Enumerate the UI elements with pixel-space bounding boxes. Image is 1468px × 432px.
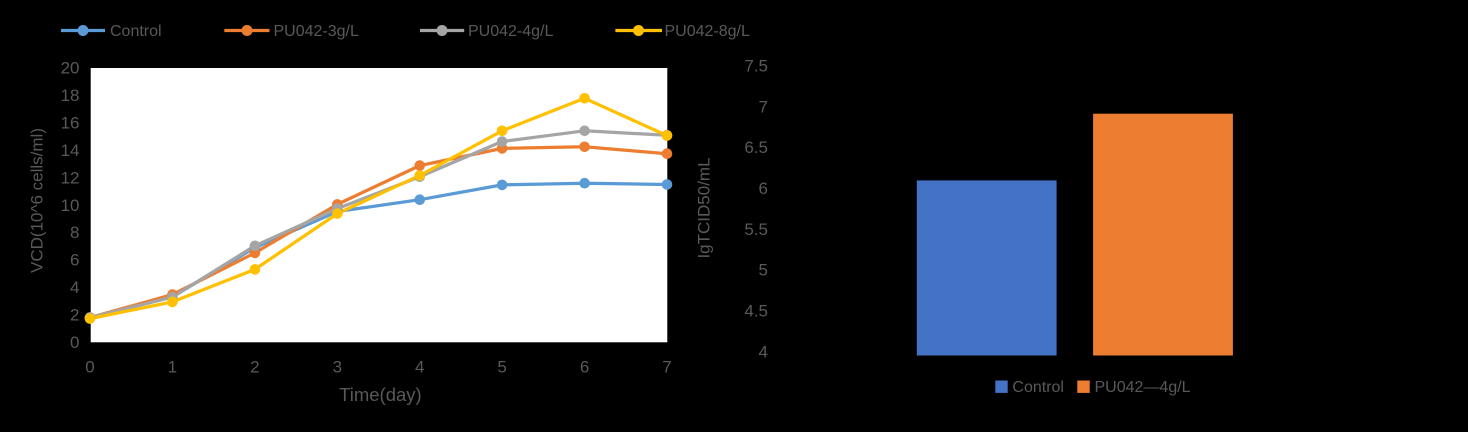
svg-text:5: 5 — [497, 358, 506, 377]
svg-text:VCD(10^6 cells/ml): VCD(10^6 cells/ml) — [28, 128, 47, 273]
svg-text:7.5: 7.5 — [744, 57, 768, 76]
svg-text:20: 20 — [61, 59, 80, 78]
svg-text:12: 12 — [61, 168, 80, 187]
svg-text:3: 3 — [333, 358, 342, 377]
svg-text:18: 18 — [61, 86, 80, 105]
svg-text:2: 2 — [250, 358, 259, 377]
svg-text:1: 1 — [168, 358, 177, 377]
svg-text:6: 6 — [70, 251, 79, 270]
svg-text:PU042-4g/L: PU042-4g/L — [468, 23, 553, 40]
svg-text:10: 10 — [61, 196, 80, 215]
svg-text:PU042-3g/L: PU042-3g/L — [274, 23, 359, 40]
svg-text:6: 6 — [580, 358, 589, 377]
svg-text:6.5: 6.5 — [744, 138, 768, 157]
svg-text:4: 4 — [759, 342, 768, 361]
svg-text:5.5: 5.5 — [744, 220, 768, 239]
svg-text:Time(day): Time(day) — [339, 384, 422, 405]
svg-text:0: 0 — [85, 358, 94, 377]
svg-text:7: 7 — [662, 358, 671, 377]
svg-text:4: 4 — [70, 278, 79, 297]
svg-text:14: 14 — [61, 141, 80, 160]
svg-text:PU042-8g/L: PU042-8g/L — [665, 23, 750, 40]
svg-text:PU042—4g/L: PU042—4g/L — [1095, 379, 1191, 396]
svg-text:6: 6 — [759, 179, 768, 198]
svg-text:0: 0 — [70, 333, 79, 352]
svg-text:IgTCID50/mL: IgTCID50/mL — [695, 157, 714, 258]
svg-text:Control: Control — [110, 23, 162, 40]
svg-text:16: 16 — [61, 114, 80, 133]
svg-text:2: 2 — [70, 306, 79, 325]
svg-text:5: 5 — [759, 261, 768, 280]
svg-text:8: 8 — [70, 223, 79, 242]
svg-text:7: 7 — [759, 97, 768, 116]
svg-text:4: 4 — [415, 358, 424, 377]
svg-text:4.5: 4.5 — [744, 302, 768, 321]
svg-text:Control: Control — [1012, 379, 1064, 396]
